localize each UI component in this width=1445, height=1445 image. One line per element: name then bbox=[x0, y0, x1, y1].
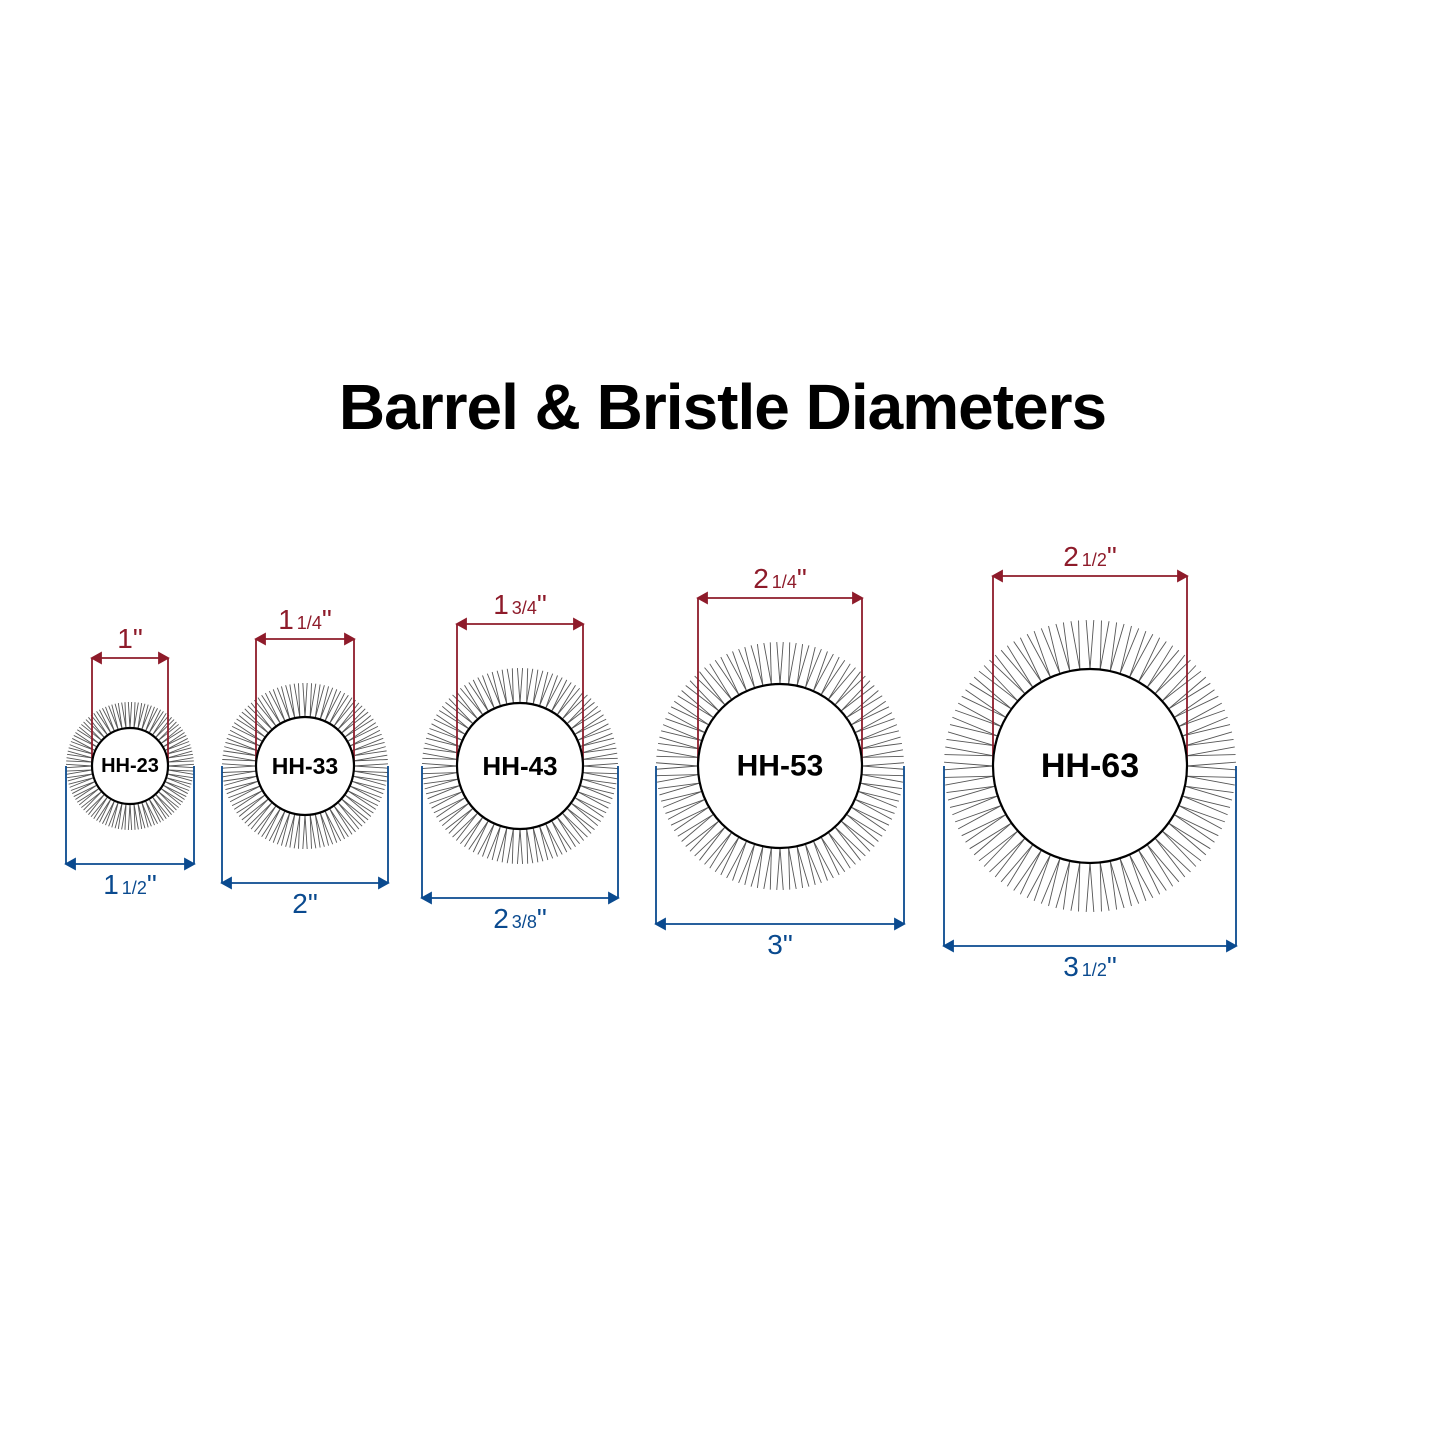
page-title: Barrel & Bristle Diameters bbox=[0, 370, 1445, 444]
model-label: HH-23 bbox=[101, 755, 159, 777]
barrel-dimension-label: 1" bbox=[117, 623, 143, 654]
barrel-dimension-label: 21/2" bbox=[1063, 541, 1117, 572]
brush-svg: 21/4" 3" HH-53 bbox=[616, 572, 944, 970]
bristle-dimension-label: 2" bbox=[292, 888, 318, 919]
bristle-dimension-label: 23/8" bbox=[493, 903, 547, 934]
bristle-dimension-label: 3" bbox=[767, 929, 793, 960]
brush-diagram: 21/4" 3" HH-53 bbox=[616, 572, 944, 975]
model-label: HH-63 bbox=[1041, 747, 1139, 785]
model-label: HH-43 bbox=[482, 751, 557, 781]
brush-diagram: 21/2" 31/2" HH-63 bbox=[904, 550, 1276, 997]
bristle-dimension-label: 31/2" bbox=[1063, 951, 1117, 982]
model-label: HH-33 bbox=[272, 753, 338, 779]
barrel-dimension-label: 21/4" bbox=[753, 563, 807, 594]
barrel-dimension-label: 13/4" bbox=[493, 589, 547, 620]
bristle-dimension-label: 11/2" bbox=[103, 869, 157, 900]
barrel-dimension-label: 11/4" bbox=[278, 604, 332, 635]
brush-svg: 21/2" 31/2" HH-63 bbox=[904, 550, 1276, 992]
model-label: HH-53 bbox=[737, 750, 824, 783]
brush-row: 1" 11/2" HH-23 11/4" bbox=[60, 530, 1385, 930]
